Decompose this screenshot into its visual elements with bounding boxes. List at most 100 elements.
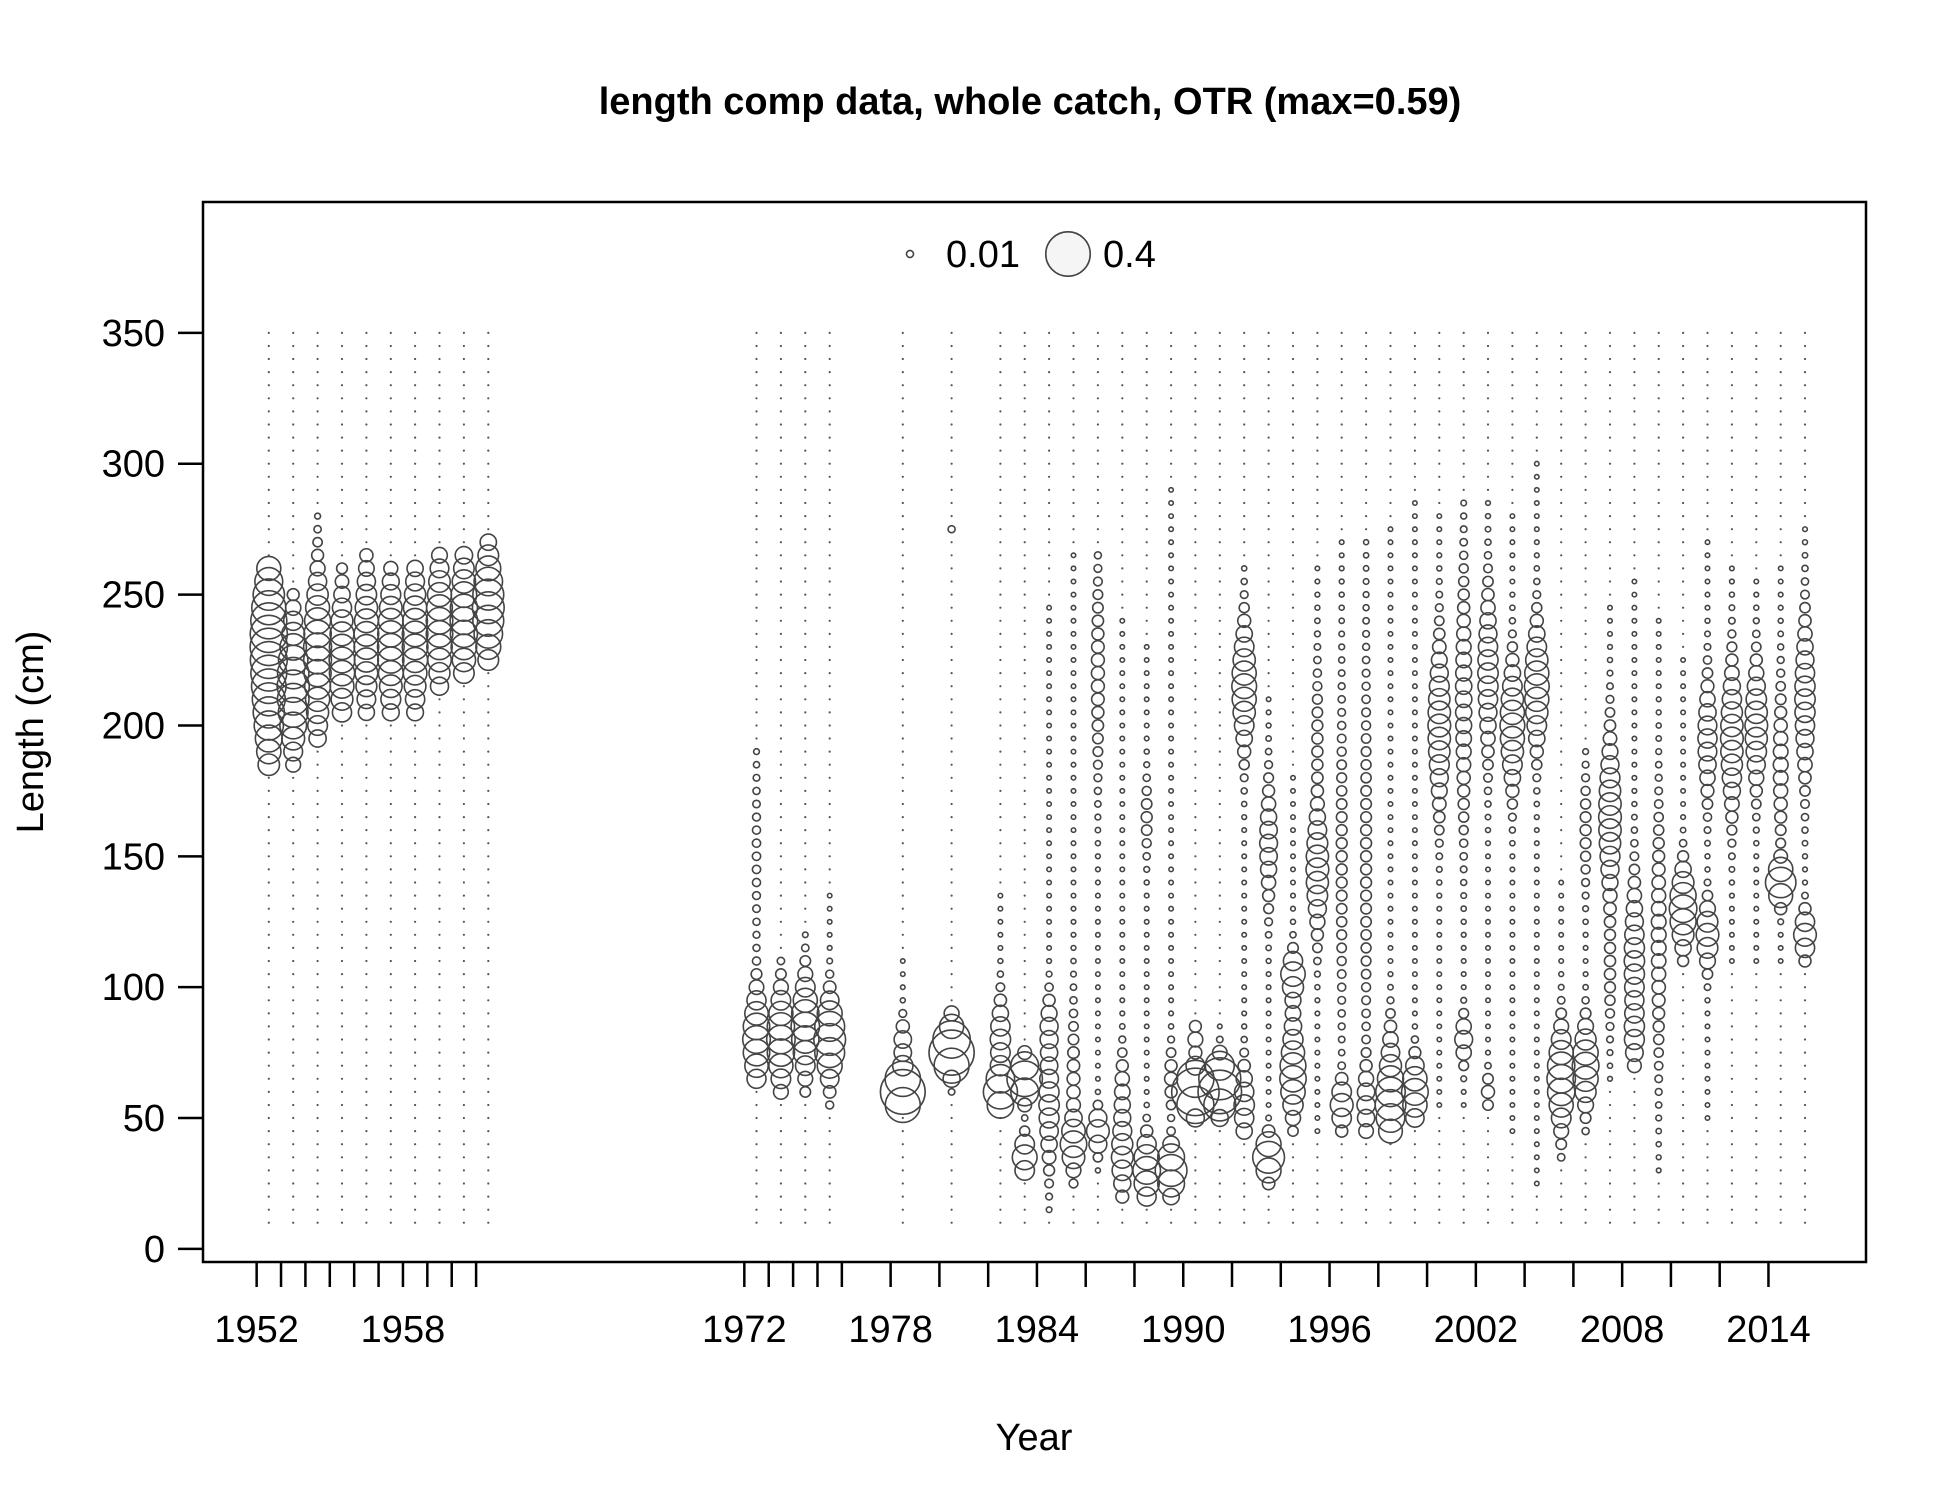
empty-bin-dot <box>340 959 344 963</box>
empty-bin-dot <box>1096 515 1099 518</box>
bubble-point <box>1484 1010 1492 1017</box>
empty-bin-dot <box>779 1103 783 1107</box>
empty-bin-dot <box>1438 371 1441 374</box>
bubble-point <box>1046 696 1053 703</box>
empty-bin-dot <box>1096 410 1099 413</box>
empty-bin-dot <box>487 1051 490 1054</box>
empty-bin-dot <box>950 933 953 936</box>
bubble-point <box>1090 665 1106 681</box>
empty-bin-dot <box>1706 475 1709 478</box>
empty-bin-dot <box>1170 436 1173 439</box>
empty-bin-dot <box>414 802 417 806</box>
bubble-point <box>1337 1061 1347 1071</box>
empty-bin-dot <box>1682 645 1685 649</box>
bubble-point <box>1582 983 1590 991</box>
bubble-point <box>1546 1051 1576 1081</box>
bubble-point <box>1533 879 1540 886</box>
bubble-point <box>1116 1047 1128 1058</box>
bubble-point <box>1411 787 1418 794</box>
bubble-point <box>1255 1130 1282 1158</box>
empty-bin-dot <box>365 1130 368 1133</box>
bubble-point <box>1119 800 1126 808</box>
empty-bin-dot <box>1657 344 1660 348</box>
year-column <box>1427 331 1452 1224</box>
bubble-point <box>1387 748 1394 755</box>
bubble-point <box>928 1029 975 1076</box>
bubble-point <box>1387 814 1394 821</box>
empty-bin-dot <box>1535 371 1538 374</box>
empty-bin-dot <box>1365 1221 1368 1224</box>
empty-bin-dot <box>1096 1221 1099 1224</box>
bubble-point <box>1524 648 1549 672</box>
empty-bin-dot <box>292 1103 295 1107</box>
bubble-point <box>1505 783 1520 799</box>
bubble-point <box>1429 663 1450 683</box>
bubble-point <box>899 996 907 1004</box>
bubble-point <box>1581 747 1590 756</box>
bubble-point <box>1427 700 1452 725</box>
empty-bin-dot <box>1438 344 1441 348</box>
bubble-point <box>1240 577 1249 586</box>
bubble-point <box>1038 1107 1060 1129</box>
bubble-point <box>1582 957 1589 965</box>
empty-bin-dot <box>316 894 319 897</box>
empty-bin-dot <box>1657 606 1660 609</box>
empty-bin-dot <box>901 920 904 923</box>
bubble-point <box>1651 849 1666 864</box>
empty-bin-dot <box>1462 410 1465 413</box>
empty-bin-dot <box>438 449 441 452</box>
empty-bin-dot <box>1291 606 1295 609</box>
empty-bin-dot <box>1194 999 1197 1002</box>
empty-bin-dot <box>1486 1116 1490 1120</box>
empty-bin-dot <box>1389 1169 1392 1172</box>
bubble-point <box>1484 1023 1492 1030</box>
empty-bin-dot <box>1462 423 1465 426</box>
empty-bin-dot <box>779 580 783 583</box>
bubble-point <box>751 838 762 849</box>
bubble-point <box>943 1005 960 1022</box>
bubble-point <box>1337 1035 1346 1044</box>
empty-bin-dot <box>1194 802 1197 806</box>
empty-bin-dot <box>1755 462 1758 465</box>
empty-bin-dot <box>901 1156 904 1159</box>
empty-bin-dot <box>1730 515 1733 518</box>
empty-bin-dot <box>755 1116 758 1120</box>
empty-bin-dot <box>1194 907 1197 910</box>
empty-bin-dot <box>804 1130 807 1133</box>
empty-bin-dot <box>414 920 417 923</box>
bubble-point <box>1801 551 1809 559</box>
empty-bin-dot <box>1657 580 1660 583</box>
empty-bin-dot <box>1365 371 1368 374</box>
empty-bin-dot <box>267 776 270 779</box>
empty-bin-dot <box>1365 449 1368 452</box>
bubble-point <box>1197 1069 1243 1115</box>
empty-bin-dot <box>1803 1103 1807 1107</box>
empty-bin-dot <box>1291 462 1295 465</box>
empty-bin-dot <box>1267 410 1270 413</box>
empty-bin-dot <box>1560 515 1563 518</box>
bubble-point <box>1698 900 1717 918</box>
empty-bin-dot <box>487 1064 490 1067</box>
empty-bin-dot <box>438 946 441 950</box>
empty-bin-dot <box>438 462 441 465</box>
bubble-point <box>1429 768 1450 788</box>
empty-bin-dot <box>1023 894 1026 897</box>
bubble-point <box>1236 613 1252 629</box>
empty-bin-dot <box>1048 371 1051 374</box>
empty-bin-dot <box>1560 750 1563 753</box>
empty-bin-dot <box>340 894 344 897</box>
bubble-point <box>1728 944 1735 951</box>
bubble-point <box>1168 565 1175 572</box>
empty-bin-dot <box>438 397 441 400</box>
bubble-point <box>1233 636 1255 658</box>
empty-bin-dot <box>1633 528 1636 531</box>
bubble-point <box>1360 720 1372 731</box>
bubble-point <box>1239 1047 1250 1058</box>
empty-bin-dot <box>901 829 904 832</box>
empty-bin-dot <box>950 397 953 400</box>
empty-bin-dot <box>804 371 807 374</box>
bubble-point <box>1289 866 1297 873</box>
empty-bin-dot <box>1194 1169 1197 1172</box>
bubble-point <box>331 702 353 723</box>
bubble-point <box>1143 1036 1150 1043</box>
